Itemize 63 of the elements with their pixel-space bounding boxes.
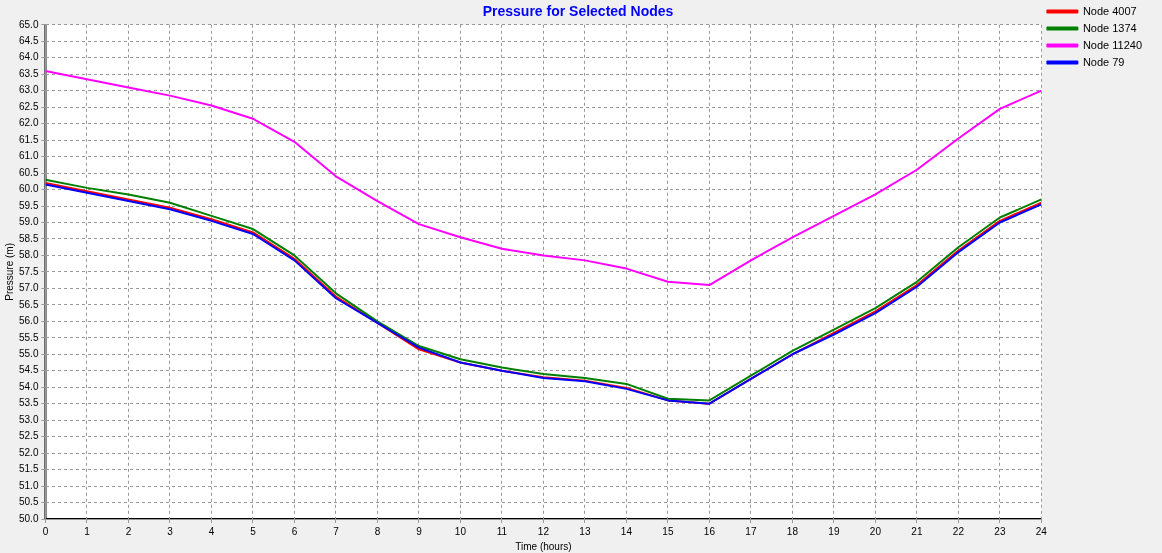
y-tick-label: 50.5 [18, 496, 39, 508]
legend-label: Node 79 [1082, 55, 1125, 68]
y-tick-label: 52.5 [18, 430, 39, 442]
x-tick-label: 7 [333, 525, 340, 537]
legend-label: Node 1374 [1082, 21, 1137, 34]
x-tick-label: 17 [745, 525, 757, 537]
y-tick-label: 58.5 [18, 232, 39, 244]
y-tick-label: 63.5 [18, 67, 39, 79]
y-tick-label: 64.5 [18, 35, 39, 47]
y-tick-label: 62.0 [18, 117, 39, 129]
x-tick-label: 11 [496, 525, 508, 537]
legend-label: Node 4007 [1082, 4, 1137, 17]
y-tick-label: 51.0 [18, 479, 39, 491]
y-tick-label: 51.5 [18, 463, 39, 475]
x-tick-label: 15 [662, 525, 674, 537]
y-axis-title: Pressure (m) [3, 243, 15, 301]
y-tick-label: 63.0 [18, 84, 39, 96]
y-tick-label: 60.5 [18, 166, 39, 178]
x-tick-label: 24 [1035, 525, 1048, 537]
x-tick-label: 9 [416, 525, 423, 537]
y-tick-label: 57.5 [18, 265, 39, 277]
y-tick-label: 62.5 [18, 100, 39, 112]
y-tick-label: 59.5 [18, 199, 39, 211]
x-tick-label: 4 [208, 525, 215, 537]
y-tick-label: 58.0 [18, 249, 39, 261]
x-tick-label: 6 [291, 525, 298, 537]
x-tick-label: 8 [374, 525, 381, 537]
x-tick-label: 1 [84, 525, 91, 537]
y-tick-label: 57.0 [18, 282, 39, 294]
x-tick-label: 22 [952, 525, 965, 537]
y-tick-label: 54.0 [18, 380, 39, 392]
x-tick-label: 23 [994, 525, 1006, 537]
legend-label: Node 11240 [1082, 38, 1142, 51]
x-tick-label: 12 [537, 525, 550, 537]
chart-title: Pressure for Selected Nodes [482, 3, 674, 20]
y-tick-label: 53.0 [18, 413, 39, 425]
y-tick-label: 65.0 [18, 18, 39, 30]
x-tick-label: 21 [911, 525, 923, 537]
x-tick-label: 10 [454, 525, 467, 537]
x-tick-label: 20 [869, 525, 882, 537]
y-tick-label: 53.5 [18, 397, 39, 409]
x-tick-label: 3 [167, 525, 174, 537]
x-tick-label: 19 [828, 525, 840, 537]
y-tick-label: 61.0 [18, 150, 39, 162]
y-tick-label: 56.0 [18, 315, 39, 327]
y-tick-label: 55.0 [18, 348, 39, 360]
x-tick-label: 16 [703, 525, 716, 537]
x-axis-title: Time (hours) [515, 540, 572, 552]
y-tick-label: 54.5 [18, 364, 39, 376]
y-tick-label: 60.0 [18, 183, 39, 195]
x-tick-label: 14 [620, 525, 633, 537]
y-tick-label: 59.0 [18, 216, 39, 228]
x-tick-label: 2 [125, 525, 132, 537]
x-tick-label: 13 [579, 525, 591, 537]
y-tick-label: 52.0 [18, 446, 39, 458]
y-tick-label: 61.5 [18, 133, 39, 145]
y-tick-label: 56.5 [18, 298, 39, 310]
y-tick-label: 55.5 [18, 331, 39, 343]
x-tick-label: 0 [42, 525, 49, 537]
x-tick-label: 5 [250, 525, 257, 537]
x-tick-label: 18 [786, 525, 799, 537]
y-tick-label: 64.0 [18, 51, 39, 63]
y-tick-label: 50.0 [18, 512, 39, 524]
